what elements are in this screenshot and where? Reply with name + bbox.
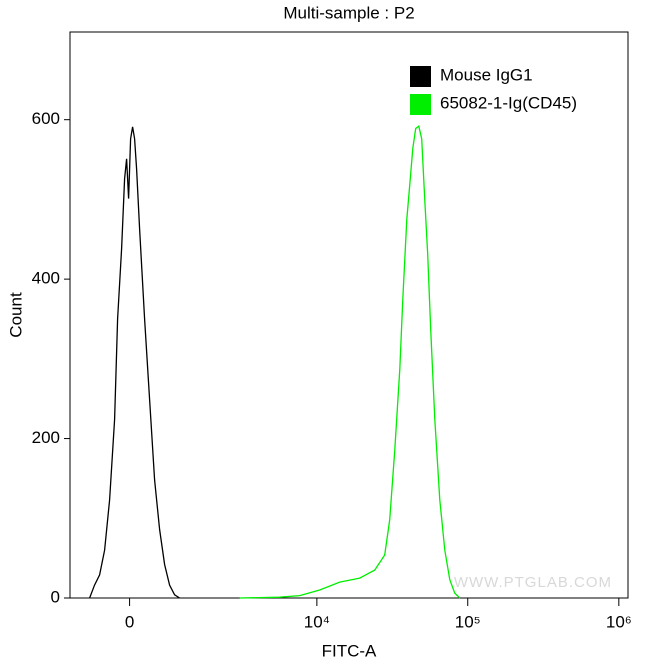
x-tick-label: 10⁴ [304,612,330,631]
y-tick-label: 200 [32,428,60,447]
legend-swatch [410,94,431,115]
legend-swatch [410,66,431,87]
x-tick-label: 10⁶ [606,612,632,631]
y-tick-label: 0 [51,587,60,606]
legend-label: Mouse IgG1 [440,65,533,84]
chart-title: Multi-sample : P2 [283,3,414,22]
watermark: WWW.PTGLAB.COM [454,574,612,591]
y-tick-label: 600 [32,109,60,128]
legend-label: 65082-1-Ig(CD45) [440,93,577,112]
y-axis-label: Count [6,292,25,338]
x-tick-label: 0 [125,612,134,631]
y-tick-label: 400 [32,269,60,288]
x-tick-label: 10⁵ [455,612,481,631]
histogram-line [88,126,180,599]
plot-frame [69,31,629,599]
histogram-line [239,124,461,599]
x-axis-label: FITC-A [322,641,377,660]
